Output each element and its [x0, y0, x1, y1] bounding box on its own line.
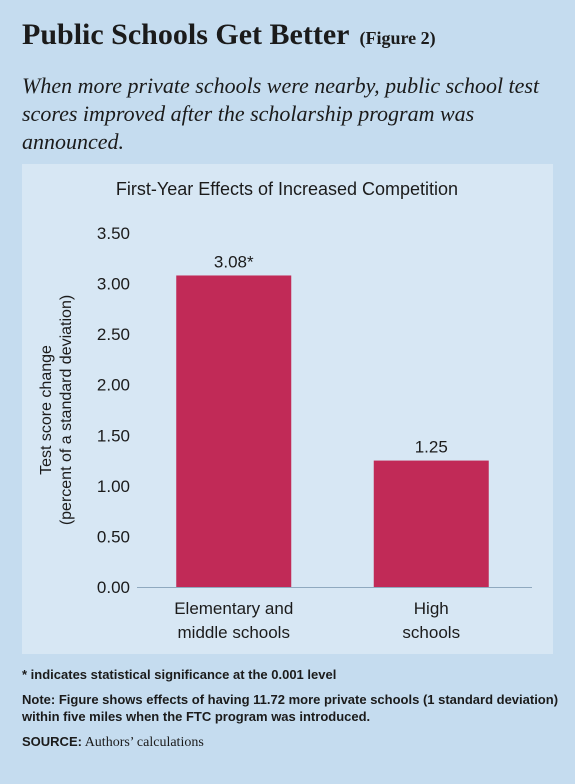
source-line: SOURCE: Authors’ calculations — [22, 733, 562, 751]
figure-subtitle: When more private schools were nearby, p… — [22, 73, 540, 154]
y-tick-label: 1.50 — [97, 426, 130, 445]
significance-note: * indicates statistical significance at … — [22, 667, 337, 682]
footnotes: * indicates statistical significance at … — [22, 666, 562, 751]
bar — [176, 275, 292, 587]
y-tick-label: 2.50 — [97, 325, 130, 344]
y-tick-label: 3.50 — [97, 224, 130, 243]
x-tick-label: middle schools — [178, 623, 290, 642]
bar — [373, 460, 489, 587]
x-tick-label: High — [414, 599, 449, 618]
y-tick-label: 0.00 — [97, 578, 130, 597]
bar-chart: First-Year Effects of Increased Competit… — [38, 179, 532, 642]
bar-value-label: 3.08* — [214, 252, 254, 271]
x-tick-label: Elementary and — [174, 599, 293, 618]
source-text: Authors’ calculations — [84, 735, 204, 750]
chart-title: First-Year Effects of Increased Competit… — [116, 179, 458, 199]
y-tick-label: 1.00 — [97, 477, 130, 496]
chart-panel: First-Year Effects of Increased Competit… — [22, 164, 553, 654]
source-label: SOURCE: — [22, 734, 82, 749]
figure-note: Note: Figure shows effects of having 11.… — [22, 692, 559, 724]
y-tick-label: 2.00 — [97, 376, 130, 395]
page-title: Public Schools Get Better (Figure 2) — [22, 18, 436, 52]
bar-value-label: 1.25 — [415, 438, 448, 457]
title-text: Public Schools Get Better — [22, 18, 350, 51]
y-axis-title-line1: Test score change — [38, 345, 55, 475]
x-tick-label: schools — [402, 623, 460, 642]
figure-label: (Figure 2) — [359, 28, 436, 48]
y-tick-label: 0.50 — [97, 527, 130, 546]
y-tick-label: 3.00 — [97, 275, 130, 294]
y-axis-title-line2: (percent of a standard deviation) — [58, 295, 75, 525]
